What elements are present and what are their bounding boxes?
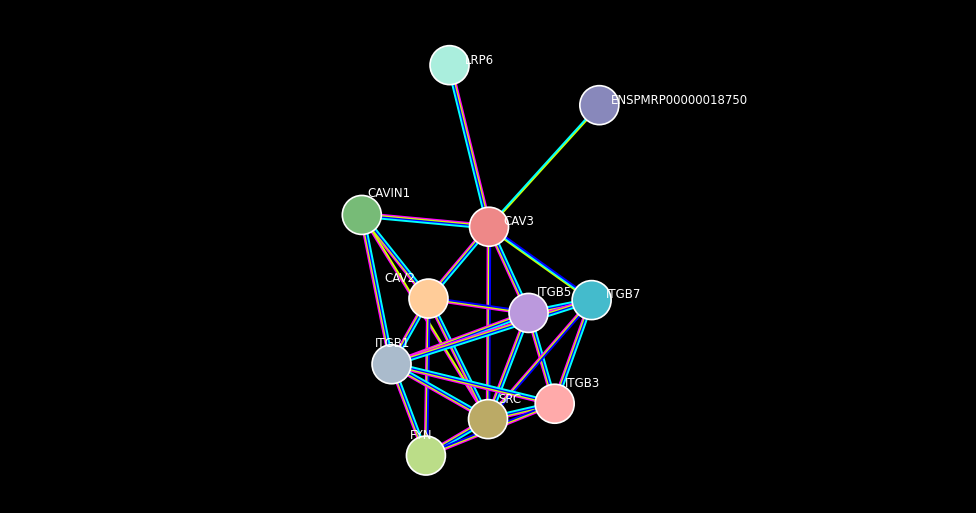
- Text: SRC: SRC: [499, 392, 521, 406]
- Circle shape: [469, 207, 508, 246]
- Circle shape: [572, 281, 611, 320]
- Circle shape: [580, 86, 619, 125]
- Circle shape: [409, 279, 448, 318]
- Circle shape: [430, 46, 469, 85]
- Text: CAV2: CAV2: [385, 272, 415, 285]
- Text: CAVIN1: CAVIN1: [367, 187, 411, 201]
- Text: LRP6: LRP6: [465, 54, 494, 67]
- Text: ENSPMRP00000018750: ENSPMRP00000018750: [611, 93, 749, 107]
- Text: ITGB1: ITGB1: [375, 337, 411, 350]
- Text: ITGB5: ITGB5: [537, 286, 572, 299]
- Circle shape: [406, 436, 445, 475]
- Text: ITGB3: ITGB3: [565, 377, 600, 390]
- Circle shape: [509, 293, 548, 332]
- Circle shape: [468, 400, 508, 439]
- Circle shape: [372, 345, 411, 384]
- Circle shape: [343, 195, 382, 234]
- Text: FYN: FYN: [410, 428, 432, 442]
- Text: ITGB7: ITGB7: [606, 288, 641, 302]
- Text: CAV3: CAV3: [504, 215, 534, 228]
- Circle shape: [535, 384, 574, 423]
